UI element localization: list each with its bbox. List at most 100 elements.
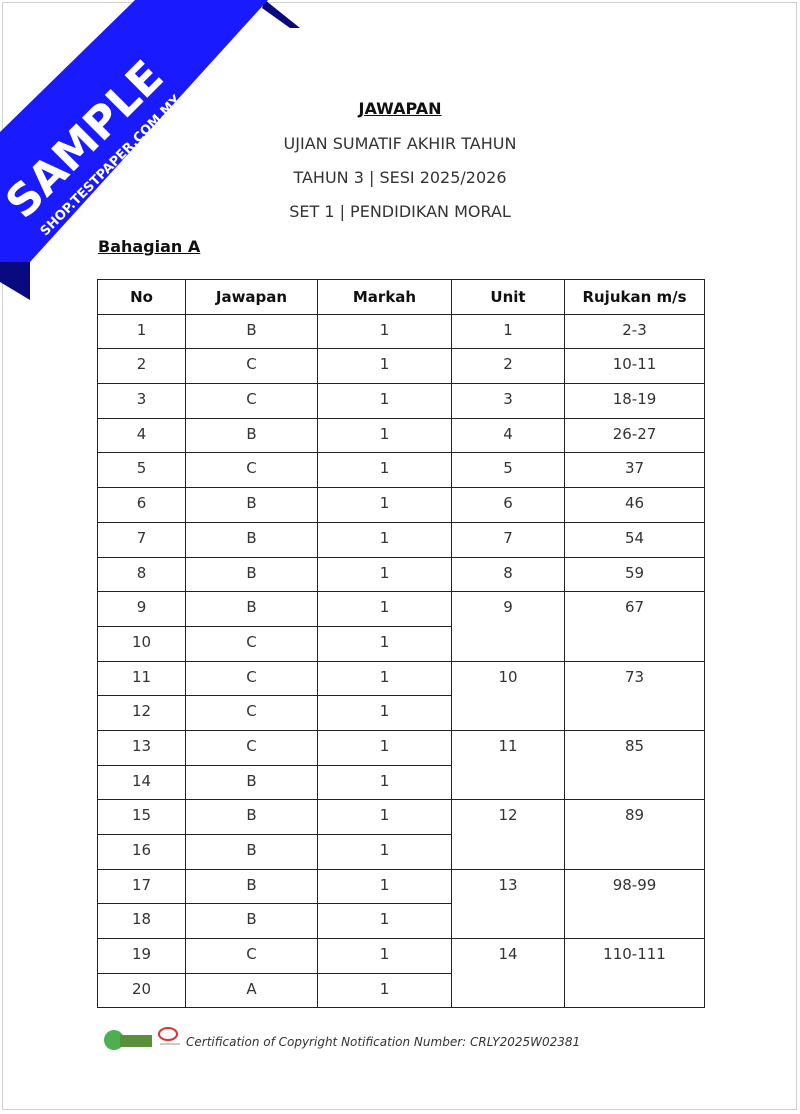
- cell-jawapan: C: [185, 729, 318, 766]
- column-header: Jawapan: [185, 279, 318, 315]
- cell-rujukan: 89: [564, 799, 705, 870]
- cell-rujukan: 46: [564, 487, 705, 523]
- cell-jawapan: B: [185, 591, 318, 627]
- cell-jawapan: C: [185, 695, 318, 731]
- cell-rujukan: 18-19: [564, 383, 705, 419]
- table-row: 12 C 1: [97, 695, 705, 731]
- cell-rujukan: 26-27: [564, 417, 705, 454]
- cell-jawapan: C: [185, 660, 318, 697]
- cell-jawapan: C: [185, 625, 318, 662]
- cell-unit: 5: [451, 452, 565, 489]
- cell-unit: 7: [451, 521, 565, 558]
- cell-markah: 1: [317, 972, 452, 1009]
- table-row: 7 B 1 7 54: [97, 521, 705, 558]
- cell-unit: 2: [451, 348, 565, 385]
- cell-markah: 1: [317, 591, 452, 627]
- column-header: Rujukan m/s: [564, 279, 705, 315]
- cell-no: 16: [97, 834, 186, 870]
- cell-jawapan: A: [185, 972, 318, 1009]
- cell-jawapan: B: [185, 417, 318, 454]
- cell-unit: 1: [451, 313, 565, 350]
- table-row: 1 B 1 1 2-3: [97, 313, 705, 350]
- cell-no: 4: [97, 417, 186, 454]
- cell-markah: 1: [317, 452, 452, 489]
- cell-markah: 1: [317, 625, 452, 662]
- cell-rujukan: 110-111: [564, 938, 705, 1009]
- cell-jawapan: B: [185, 313, 318, 350]
- cell-markah: 1: [317, 764, 452, 801]
- cell-no: 19: [97, 938, 186, 974]
- cell-unit: 9: [451, 591, 565, 662]
- cell-markah: 1: [317, 521, 452, 558]
- cell-no: 8: [97, 556, 186, 593]
- cell-unit: 3: [451, 383, 565, 419]
- table-row: 5 C 1 5 37: [97, 452, 705, 489]
- cell-rujukan: 37: [564, 452, 705, 489]
- cell-no: 10: [97, 625, 186, 662]
- cell-unit: 8: [451, 556, 565, 593]
- cell-jawapan: B: [185, 903, 318, 940]
- cell-no: 17: [97, 868, 186, 905]
- cell-no: 3: [97, 383, 186, 419]
- cell-rujukan: 54: [564, 521, 705, 558]
- cell-rujukan: 85: [564, 729, 705, 801]
- column-header: No: [97, 279, 186, 315]
- table-row: 10 C 1: [97, 625, 705, 662]
- cell-no: 9: [97, 591, 186, 627]
- table-row: 3 C 1 3 18-19: [97, 383, 705, 419]
- cell-jawapan: C: [185, 938, 318, 974]
- cell-jawapan: C: [185, 348, 318, 385]
- cell-jawapan: B: [185, 521, 318, 558]
- cell-markah: 1: [317, 834, 452, 870]
- publisher-logos: [104, 1027, 180, 1050]
- exam-year-session: TAHUN 3 | SESI 2025/2026: [293, 168, 507, 187]
- cell-no: 5: [97, 452, 186, 489]
- table-row: 20 A 1: [97, 972, 705, 1009]
- cell-unit: 10: [451, 660, 565, 731]
- cell-rujukan: 98-99: [564, 868, 705, 940]
- cell-jawapan: B: [185, 868, 318, 905]
- table-row: 2 C 1 2 10-11: [97, 348, 705, 385]
- cell-jawapan: B: [185, 487, 318, 523]
- exam-set-subject: SET 1 | PENDIDIKAN MORAL: [289, 202, 511, 221]
- page-title: JAWAPAN: [358, 99, 442, 118]
- cell-markah: 1: [317, 348, 452, 385]
- table-row: 15 B 1 12 89: [97, 799, 705, 870]
- copyright-notice: Certification of Copyright Notification …: [186, 1035, 581, 1049]
- cell-markah: 1: [317, 660, 452, 697]
- cell-jawapan: B: [185, 556, 318, 593]
- cell-jawapan: C: [185, 452, 318, 489]
- section-heading: Bahagian A: [98, 237, 201, 256]
- cell-no: 13: [97, 729, 186, 766]
- exam-name: UJIAN SUMATIF AKHIR TAHUN: [283, 134, 517, 153]
- cell-markah: 1: [317, 383, 452, 419]
- cell-jawapan: B: [185, 799, 318, 835]
- footer: Certification of Copyright Notification …: [100, 1022, 580, 1052]
- table-row: 8 B 1 8 59: [97, 556, 705, 593]
- table-row: 6 B 1 6 46: [97, 487, 705, 523]
- cell-no: 11: [97, 660, 186, 697]
- cell-no: 7: [97, 521, 186, 558]
- table-row: 17 B 1 13 98-99: [97, 868, 705, 940]
- table-header-row: No Jawapan Markah Unit Rujukan m/s: [97, 279, 705, 315]
- cell-unit: 4: [451, 417, 565, 454]
- sample-watermark-ribbon: SAMPLE SHOP.TESTPAPER.COM.MY: [0, 0, 300, 300]
- cell-rujukan: 59: [564, 556, 705, 593]
- cell-rujukan: 10-11: [564, 348, 705, 385]
- cell-markah: 1: [317, 938, 452, 974]
- table-row: 13 C 1 11 85: [97, 729, 705, 801]
- cell-markah: 1: [317, 417, 452, 454]
- cell-no: 15: [97, 799, 186, 835]
- cell-no: 1: [97, 313, 186, 350]
- cell-markah: 1: [317, 313, 452, 350]
- cell-unit: 6: [451, 487, 565, 523]
- table-row: 4 B 1 4 26-27: [97, 417, 705, 454]
- table-row: 14 B 1: [97, 764, 705, 801]
- cell-unit: 11: [451, 729, 565, 801]
- column-header: Unit: [451, 279, 565, 315]
- cell-markah: 1: [317, 799, 452, 835]
- cell-rujukan: 67: [564, 591, 705, 662]
- column-header: Markah: [317, 279, 452, 315]
